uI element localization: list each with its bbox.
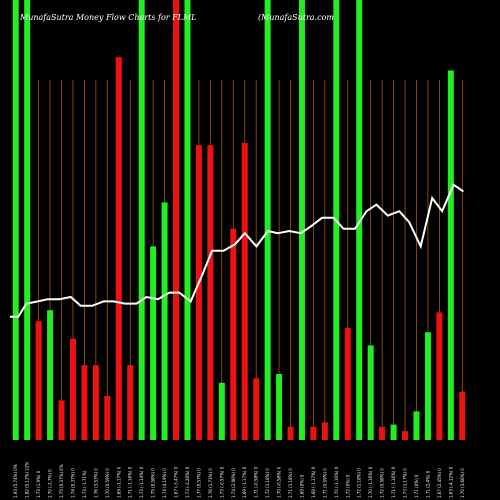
- x-tick-label: 1.72 (0.58%) 0: [380, 468, 385, 498]
- x-tick-label: 1.73 (-2.26%) 0: [185, 466, 190, 498]
- bar: [230, 228, 237, 440]
- x-tick-label: 1.73 (-1.71%): [82, 470, 87, 498]
- bar: [104, 396, 111, 440]
- bar: [173, 0, 180, 440]
- x-tick-label: 1.82 (5.12%) 22%: [25, 462, 30, 498]
- bar: [367, 345, 374, 440]
- bar: [150, 246, 157, 440]
- bar: [241, 143, 248, 440]
- x-tick-label: 1.71 (1.18%) 0: [288, 468, 293, 498]
- x-tick-label: 1.69 (0%) 0: [299, 474, 304, 498]
- x-tick-label: 1.70 (-1.16%) 0: [368, 466, 373, 498]
- bar: [58, 400, 65, 440]
- bar: [207, 145, 214, 440]
- x-axis-tick-labels: 1.93 (5.74%) 0% 1.82 (5.12%) 22% 1.73 (1.9…: [13, 462, 465, 498]
- bar-series: [12, 0, 466, 441]
- bar: [264, 0, 271, 440]
- money-flow-line: [10, 183, 464, 318]
- x-tick-label: 1.70 (-0.58%) 0: [277, 466, 282, 498]
- bar: [24, 0, 31, 440]
- x-tick-label: 1.93 (5.74%) 0%: [13, 464, 18, 498]
- bar: [138, 0, 145, 440]
- bar: [195, 145, 202, 440]
- x-tick-label: 1.73 (-0.57%) 0: [219, 466, 224, 498]
- x-tick-label: 1.70 (0.59%) 0: [105, 468, 110, 498]
- bar: [69, 338, 76, 440]
- bar: [92, 365, 99, 440]
- bar: [310, 426, 317, 440]
- x-tick-label: 1.70 (-2.7%) 0: [48, 469, 53, 498]
- x-tick-label: 1.74 (4.19%) 0: [162, 468, 167, 498]
- x-tick-label: 1.71 (-1.16%) 0: [391, 466, 396, 498]
- bar: [115, 57, 122, 440]
- bar: [218, 382, 225, 440]
- bar: [12, 0, 19, 440]
- bar: [47, 310, 54, 440]
- x-tick-label: 1.76 (3.53%) 0: [93, 468, 98, 498]
- x-tick-label: 1.73 (1.9%) 0: [36, 470, 41, 498]
- x-tick-label: 1.69 (-1.17%) 0: [311, 466, 316, 498]
- x-tick-label: 1.71 (0%) 0: [414, 474, 419, 498]
- x-tick-label: 1.75 (0.58%) 0: [151, 468, 156, 498]
- bar: [35, 321, 42, 440]
- watermark-text: (MunafaSutra.com: [258, 13, 334, 22]
- x-tick-label: 1.71 (-1.16%) 0: [128, 466, 133, 498]
- bar: [390, 424, 397, 440]
- bar: [379, 426, 386, 440]
- x-tick-label: 1.71 (-0.58%) 0: [254, 466, 259, 498]
- x-tick-label: 1.69 (-1.17%) 0: [116, 466, 121, 498]
- bar: [298, 0, 305, 440]
- chart-title: MunafaSutra Money Flow Charts for FLML: [19, 13, 197, 22]
- x-tick-label: 1.76 (1.73%) 0: [208, 468, 213, 498]
- x-tick-label: 1.73 (1.17%) 0: [403, 468, 408, 498]
- x-tick-label: 1.71 (0.59%) 0: [322, 468, 327, 498]
- x-tick-label: 1.75 (0.37%) 6%: [59, 464, 64, 498]
- bar: [459, 391, 466, 440]
- x-tick-label: 1.63 (-4.12%) 0: [448, 466, 453, 498]
- x-tick-label: 1.72 (1.18%) 0: [357, 468, 362, 498]
- bar: [276, 374, 283, 440]
- x-tick-label: 1.74 (0.37%) 0: [70, 468, 75, 498]
- bar: [161, 202, 168, 440]
- bar: [436, 312, 443, 440]
- bar: [402, 431, 409, 440]
- x-tick-label: 1.72 (0%) 0: [345, 474, 350, 498]
- bar: [447, 70, 454, 441]
- bar: [184, 0, 191, 440]
- x-tick-label: 1.67 (-3.47%) 0: [174, 466, 179, 498]
- x-tick-label: 1.67 (2.45%) 0: [437, 468, 442, 498]
- x-tick-label: 1.70 (3.66%) 0: [460, 468, 465, 498]
- bar: [81, 365, 88, 440]
- x-tick-label: 1.71 (2.4%) 0: [425, 470, 430, 498]
- x-tick-label: 1.69 (-1.17%) 0: [242, 466, 247, 498]
- x-tick-label: 1.72 (1.18%) 0: [265, 468, 270, 498]
- bar: [344, 327, 351, 440]
- bar: [287, 426, 294, 440]
- bar: [253, 378, 260, 440]
- bar: [321, 422, 328, 440]
- bar: [424, 332, 431, 440]
- bar: [127, 365, 134, 440]
- bar: [413, 411, 420, 440]
- x-tick-label: 1.77 (0.57%) 0: [196, 468, 201, 498]
- bar: [356, 0, 363, 440]
- x-tick-label: 1.74 (2.96%) 0: [231, 468, 236, 498]
- x-tick-label: 1.73 (-1.14%) 0: [139, 466, 144, 498]
- x-tick-label: 1.70 (-1.16%) 0: [334, 466, 339, 498]
